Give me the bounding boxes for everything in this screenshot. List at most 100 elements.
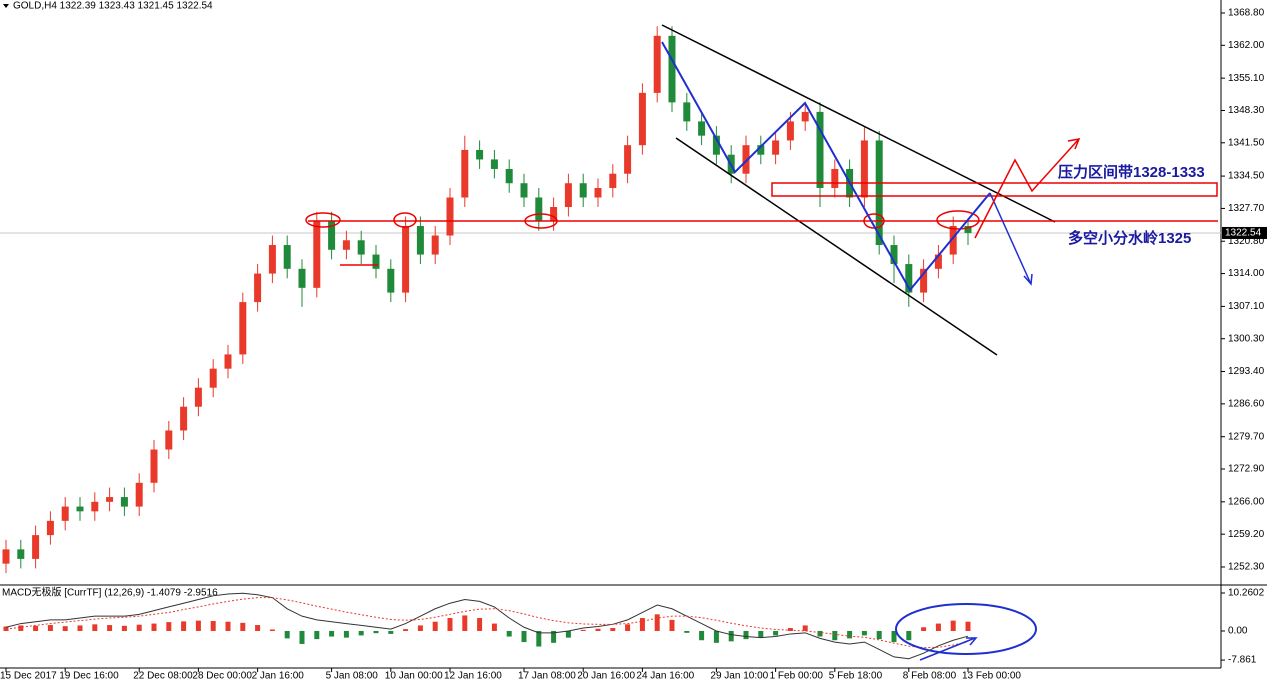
macd-bar bbox=[921, 627, 927, 631]
macd-bar bbox=[166, 622, 172, 631]
candle-body bbox=[165, 430, 173, 450]
macd-bar bbox=[373, 630, 379, 634]
y-tick-label: 1259.20 bbox=[1228, 529, 1265, 540]
x-tick-label: 28 Dec 00:00 bbox=[192, 671, 252, 682]
macd-bar bbox=[713, 630, 719, 643]
y-tick-label: 1341.50 bbox=[1228, 137, 1265, 148]
candle-body bbox=[476, 149, 484, 160]
macd-bar bbox=[314, 630, 320, 640]
wave-line bbox=[661, 41, 991, 292]
candle-body bbox=[772, 140, 780, 155]
channel-bottom bbox=[675, 137, 998, 356]
y-tick-label: 1314.00 bbox=[1228, 268, 1265, 279]
candle-body bbox=[668, 35, 676, 103]
macd-bar bbox=[625, 624, 631, 631]
candle-body bbox=[150, 449, 158, 483]
candle-body bbox=[860, 140, 868, 198]
symbol-header: GOLD,H4 1322.39 1323.43 1321.45 1322.54 bbox=[13, 1, 213, 12]
macd-bar bbox=[506, 630, 512, 637]
macd-bar bbox=[447, 618, 453, 631]
x-tick-label: 5 Feb 18:00 bbox=[829, 671, 883, 682]
macd-bar bbox=[77, 625, 83, 631]
candle-body bbox=[742, 145, 750, 174]
macd-bar bbox=[551, 630, 557, 643]
macd-bar bbox=[358, 630, 364, 636]
macd-bar bbox=[787, 628, 793, 631]
macd-bar bbox=[950, 620, 956, 631]
candle-body bbox=[239, 302, 247, 355]
macd-bar bbox=[47, 625, 53, 631]
x-tick-label: 22 Dec 08:00 bbox=[133, 671, 193, 682]
candle-body bbox=[683, 102, 691, 122]
candle-body bbox=[949, 226, 957, 255]
macd-bar bbox=[758, 630, 764, 638]
arrow-head bbox=[1023, 273, 1033, 286]
macd-bar bbox=[773, 630, 779, 636]
macd-arrow bbox=[919, 637, 976, 661]
circle-mark bbox=[863, 213, 885, 229]
macd-bar bbox=[343, 630, 349, 638]
y-tick-label: 1286.60 bbox=[1228, 399, 1265, 410]
macd-bar bbox=[965, 621, 971, 631]
down-arrow bbox=[989, 192, 1031, 283]
macd-bar bbox=[743, 630, 749, 640]
y-tick-label: 10.2602 bbox=[1228, 588, 1265, 599]
candle-body bbox=[283, 245, 291, 269]
candle-body bbox=[964, 226, 972, 233]
x-tick-label: 17 Jan 08:00 bbox=[518, 671, 576, 682]
macd-bar bbox=[388, 630, 394, 634]
y-tick-label: -7.861 bbox=[1228, 655, 1257, 666]
candle-body bbox=[609, 173, 617, 188]
candle-body bbox=[550, 206, 558, 222]
macd-bar bbox=[462, 615, 468, 631]
candle-body bbox=[106, 497, 114, 502]
macd-bar bbox=[432, 621, 438, 631]
macd-bar bbox=[284, 630, 290, 639]
y-tick-label: 1307.10 bbox=[1228, 301, 1265, 312]
y-tick-label: 1300.30 bbox=[1228, 333, 1265, 344]
candle-body bbox=[446, 197, 454, 236]
marks: 1368.80 1362.00 1355.10 1348.30 1341.50 1334.… bbox=[0, 8, 1267, 682]
x-tick-label: 8 Feb 08:00 bbox=[903, 671, 957, 682]
circle-mark bbox=[305, 212, 341, 228]
x-tick-label: 19 Dec 16:00 bbox=[59, 671, 119, 682]
channel-top bbox=[661, 24, 1056, 223]
macd-bar bbox=[639, 618, 645, 631]
macd-bar bbox=[891, 630, 897, 643]
candle-body bbox=[416, 226, 424, 255]
candle-body bbox=[594, 187, 602, 198]
y-tick-label: 1327.70 bbox=[1228, 203, 1265, 214]
candle-body bbox=[32, 535, 40, 559]
y-tick-label: 1272.90 bbox=[1228, 464, 1265, 475]
candle-body bbox=[180, 406, 188, 431]
candle-body bbox=[357, 240, 365, 255]
menu-arrow bbox=[3, 4, 9, 8]
up-path bbox=[974, 139, 1079, 239]
candle-body bbox=[505, 168, 513, 184]
candle-body bbox=[890, 245, 898, 265]
y-tick-label: 1252.30 bbox=[1228, 562, 1265, 573]
candle-body bbox=[757, 145, 765, 155]
signal-line bbox=[5, 597, 969, 649]
candle-body bbox=[934, 254, 942, 269]
candle-body bbox=[194, 387, 202, 407]
candle-body bbox=[2, 549, 10, 564]
candle-body bbox=[712, 135, 720, 155]
macd-bar bbox=[477, 618, 483, 631]
macd-bar bbox=[876, 630, 882, 640]
macd-bar bbox=[491, 623, 497, 631]
macd-line bbox=[5, 592, 969, 660]
candle-body bbox=[579, 183, 587, 198]
resistance-box bbox=[771, 182, 1218, 197]
macd-bar bbox=[684, 630, 690, 633]
macd-bar bbox=[195, 620, 201, 631]
macd-bar bbox=[847, 630, 853, 639]
macd-bar bbox=[136, 624, 142, 631]
candle-body bbox=[372, 254, 380, 269]
candle-body bbox=[342, 240, 350, 250]
macd-bar bbox=[299, 630, 305, 644]
y-tick-label: 1293.40 bbox=[1228, 366, 1265, 377]
y-tick-label: 1279.70 bbox=[1228, 431, 1265, 442]
macd-bar bbox=[832, 630, 838, 641]
macd-bar bbox=[817, 630, 823, 637]
